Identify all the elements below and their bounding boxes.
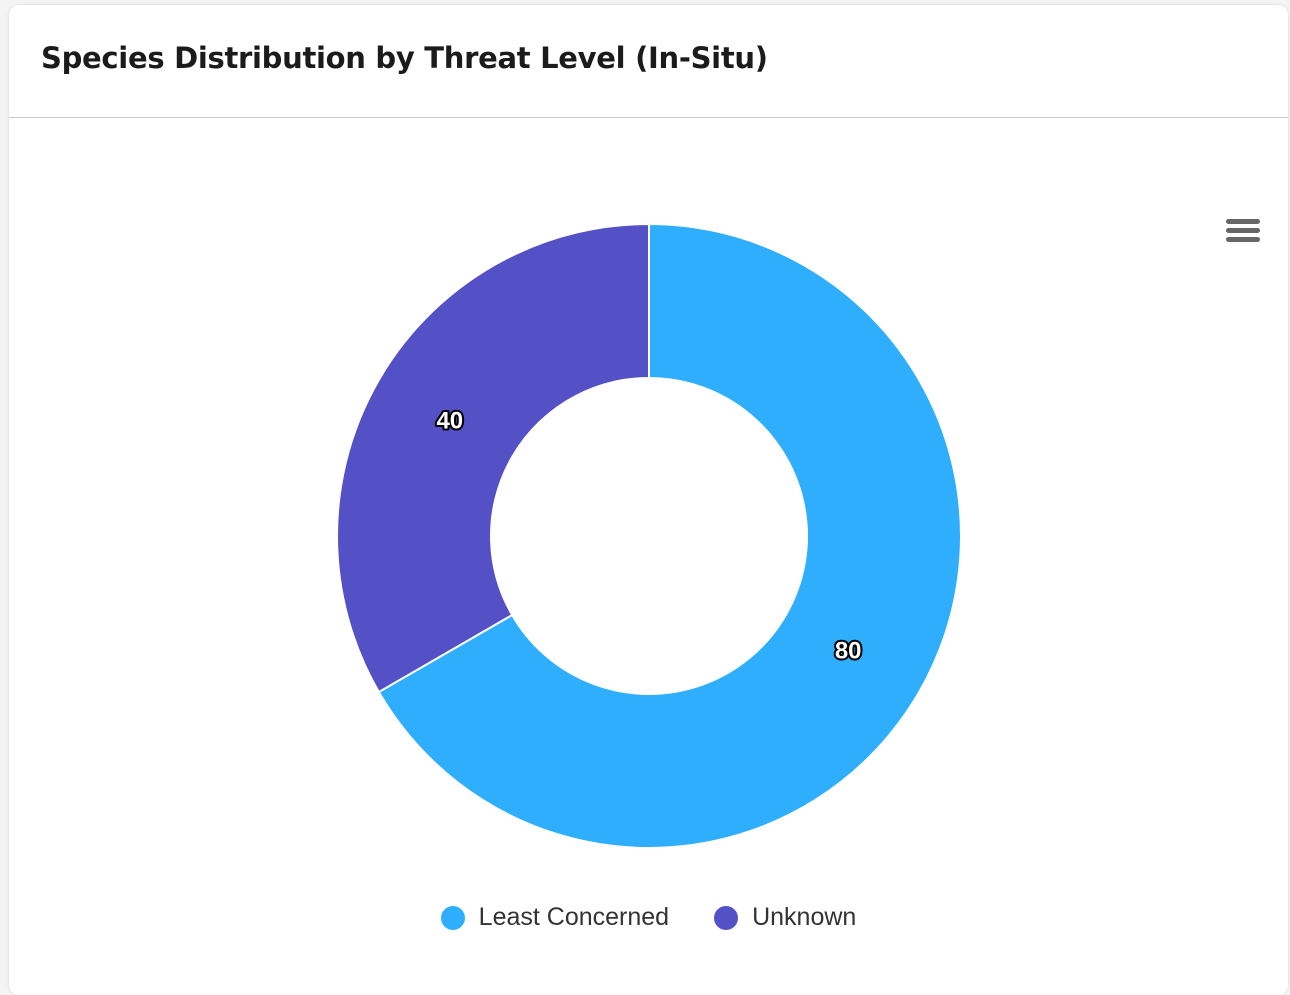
donut-slice-least-concerned[interactable] [377, 223, 962, 849]
data-label-least-concerned: 80 [835, 638, 862, 665]
chart-card: Species Distribution by Threat Level (In… [9, 5, 1288, 995]
chart-legend: Least Concerned Unknown [9, 903, 1288, 932]
legend-label: Unknown [752, 903, 857, 931]
legend-item-least-concerned[interactable]: Least Concerned [440, 903, 670, 932]
legend-marker-least-concerned [440, 905, 465, 930]
legend-label: Least Concerned [478, 903, 670, 931]
data-label-unknown: 40 [436, 408, 463, 435]
legend-item-unknown[interactable]: Unknown [714, 903, 856, 932]
donut-slice-unknown[interactable] [336, 223, 650, 693]
chart-menu-button[interactable] [1219, 211, 1265, 251]
donut-chart: 80 40 [336, 223, 962, 849]
chart-title: Species Distribution by Threat Level (In… [41, 41, 768, 75]
card-header: Species Distribution by Threat Level (In… [9, 5, 1288, 118]
legend-marker-unknown [714, 905, 739, 930]
